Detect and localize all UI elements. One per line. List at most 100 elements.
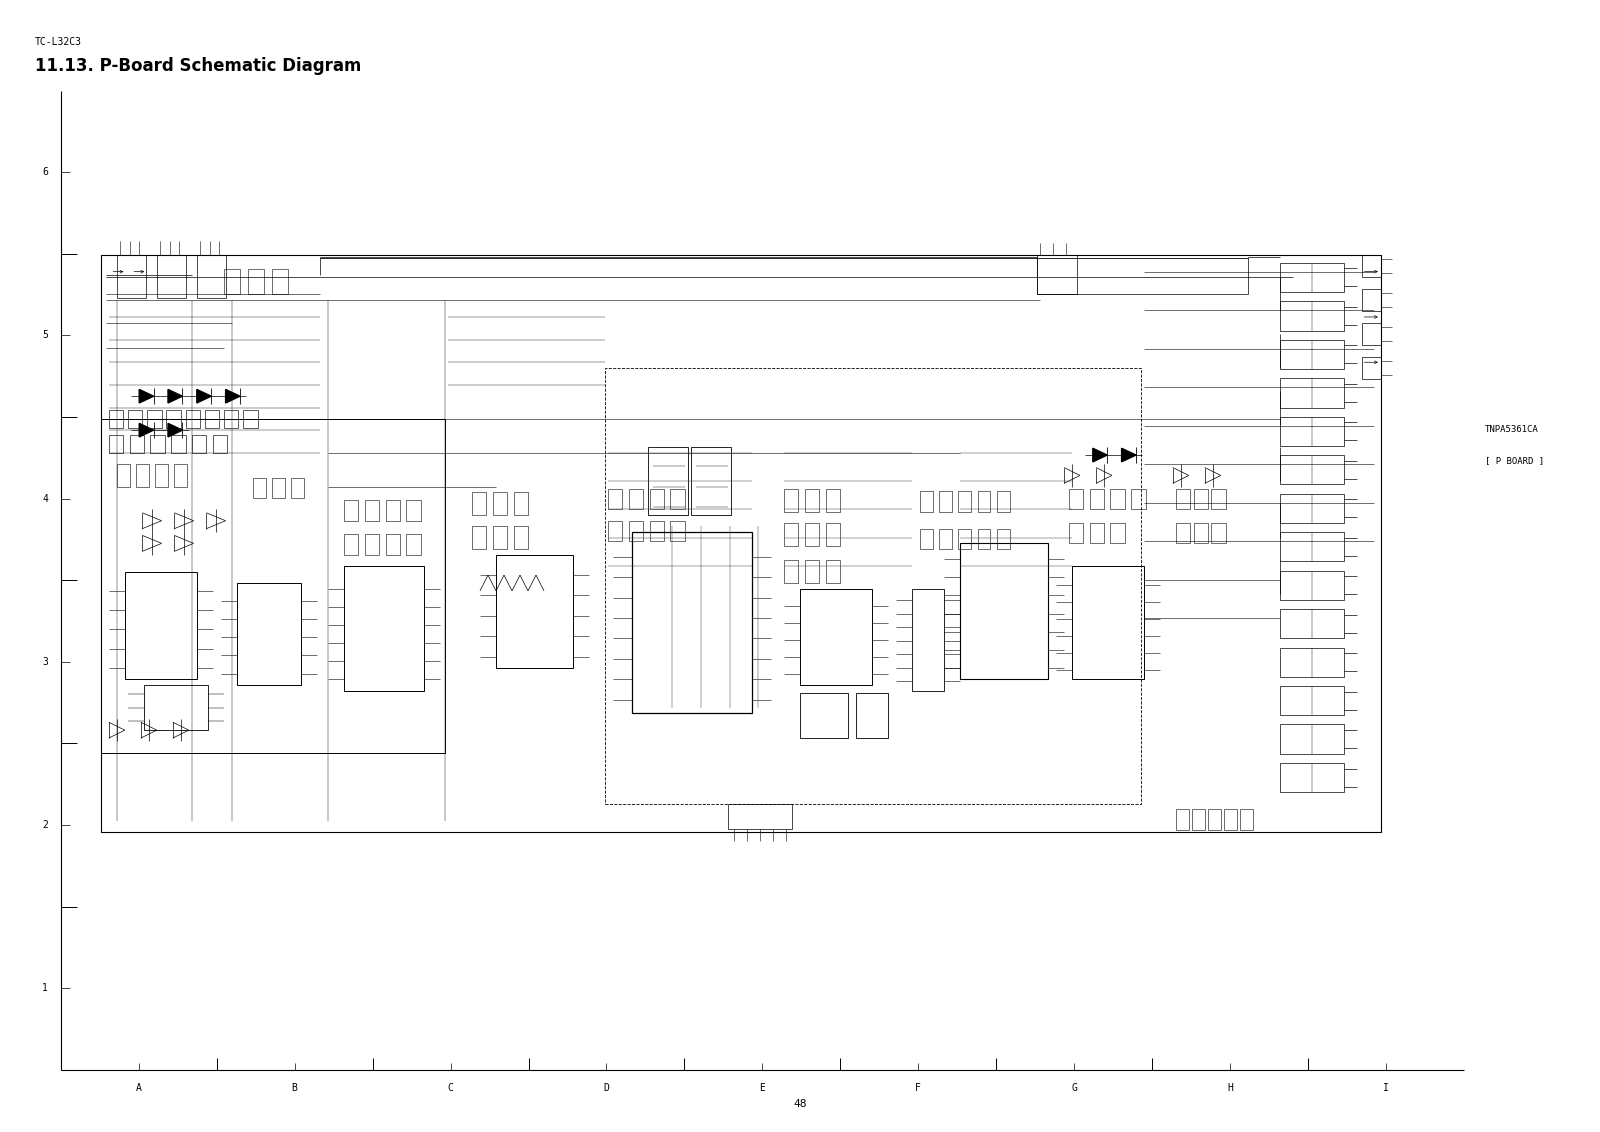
Bar — [629, 489, 643, 509]
Bar — [101, 419, 445, 753]
Bar — [386, 534, 400, 555]
Bar — [174, 464, 187, 487]
Bar — [978, 491, 990, 512]
Text: H: H — [1227, 1083, 1234, 1094]
Bar — [406, 500, 421, 521]
Bar — [670, 521, 685, 541]
Bar — [472, 492, 486, 515]
Bar — [1280, 494, 1344, 523]
Bar — [1280, 455, 1344, 484]
Bar — [344, 500, 358, 521]
Bar — [1211, 523, 1226, 543]
Bar — [648, 447, 688, 515]
Bar — [1280, 609, 1344, 638]
Bar — [365, 500, 379, 521]
Bar — [166, 410, 181, 428]
Bar — [243, 410, 258, 428]
Bar — [386, 500, 400, 521]
Bar — [224, 269, 240, 294]
Bar — [800, 589, 872, 685]
Bar — [784, 560, 798, 583]
Bar — [1280, 571, 1344, 600]
Bar — [1362, 255, 1381, 277]
Text: 2: 2 — [42, 820, 48, 830]
Bar — [608, 521, 622, 541]
Bar — [1280, 724, 1344, 754]
Bar — [1176, 523, 1190, 543]
Text: TNPA5361CA: TNPA5361CA — [1485, 424, 1539, 434]
Text: [ P BOARD ]: [ P BOARD ] — [1485, 456, 1544, 465]
Bar — [920, 491, 933, 512]
Bar — [1211, 489, 1226, 509]
Bar — [224, 410, 238, 428]
Bar — [632, 532, 752, 713]
Bar — [117, 255, 146, 298]
Bar — [493, 526, 507, 549]
Bar — [125, 572, 197, 679]
Bar — [205, 410, 219, 428]
Polygon shape — [197, 389, 211, 403]
Bar — [691, 447, 731, 515]
Polygon shape — [1122, 448, 1136, 462]
Bar — [248, 269, 264, 294]
Text: 11.13. P-Board Schematic Diagram: 11.13. P-Board Schematic Diagram — [35, 57, 362, 75]
Text: 5: 5 — [42, 331, 48, 341]
Bar — [109, 435, 123, 453]
Bar — [1194, 489, 1208, 509]
Bar — [1192, 809, 1205, 830]
Bar — [912, 589, 944, 691]
Bar — [1208, 809, 1221, 830]
Text: TC-L32C3: TC-L32C3 — [35, 37, 82, 48]
Text: E: E — [760, 1083, 765, 1094]
Bar — [784, 523, 798, 546]
Bar — [272, 478, 285, 498]
Text: B: B — [291, 1083, 298, 1094]
Bar — [805, 523, 819, 546]
Bar — [800, 693, 848, 738]
Bar — [344, 566, 424, 691]
Bar — [496, 555, 573, 668]
Bar — [728, 804, 792, 829]
Bar — [1280, 417, 1344, 446]
Bar — [406, 534, 421, 555]
Text: 4: 4 — [42, 494, 48, 504]
Bar — [1362, 289, 1381, 311]
Bar — [155, 464, 168, 487]
Bar — [1131, 489, 1146, 509]
Bar — [856, 693, 888, 738]
Text: 6: 6 — [42, 168, 48, 178]
Bar — [920, 529, 933, 549]
Bar — [344, 534, 358, 555]
Bar — [493, 492, 507, 515]
Bar — [958, 529, 971, 549]
Bar — [1280, 340, 1344, 369]
Bar — [1110, 523, 1125, 543]
Bar — [1072, 566, 1144, 679]
Bar — [1037, 255, 1077, 294]
Bar — [157, 255, 186, 298]
Bar — [1280, 763, 1344, 792]
Text: G: G — [1072, 1083, 1077, 1094]
Bar — [997, 491, 1010, 512]
Bar — [1110, 489, 1125, 509]
Bar — [1280, 263, 1344, 292]
Text: 1: 1 — [42, 983, 48, 993]
Bar — [608, 489, 622, 509]
Bar — [365, 534, 379, 555]
Bar — [670, 489, 685, 509]
Text: 3: 3 — [42, 657, 48, 667]
Bar — [147, 410, 162, 428]
Bar — [186, 410, 200, 428]
Bar — [1224, 809, 1237, 830]
Bar — [213, 435, 227, 453]
Bar — [805, 489, 819, 512]
Bar — [192, 435, 206, 453]
Polygon shape — [168, 423, 182, 437]
Bar — [150, 435, 165, 453]
Bar — [1280, 532, 1344, 561]
Bar — [1194, 523, 1208, 543]
Bar — [1090, 489, 1104, 509]
Bar — [197, 255, 226, 298]
Bar — [1176, 489, 1190, 509]
Text: 48: 48 — [794, 1099, 806, 1109]
